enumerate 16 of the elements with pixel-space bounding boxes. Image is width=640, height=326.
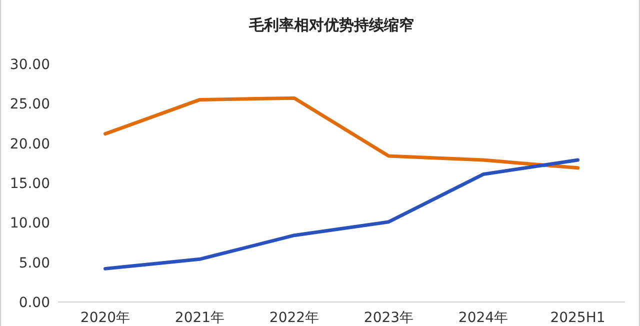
x-tick-label: 2024年 — [458, 310, 508, 326]
y-tick-label: 0.00 — [18, 295, 50, 311]
x-tick-label: 2020年 — [80, 310, 130, 326]
x-tick-label: 2025H1 — [550, 310, 606, 326]
y-tick-label: 30.00 — [10, 57, 50, 73]
y-tick-label: 15.00 — [10, 176, 50, 192]
x-tick-label: 2021年 — [174, 310, 225, 326]
y-tick-label: 5.00 — [18, 255, 50, 272]
line-series — [104, 158, 580, 270]
line-series — [104, 96, 580, 170]
y-tick-label: 25.00 — [10, 96, 50, 113]
x-tick-label: 2023年 — [364, 310, 414, 326]
y-tick-label: 10.00 — [10, 216, 50, 232]
x-tick-label: 2022年 — [269, 310, 320, 326]
y-tick-label: 20.00 — [10, 136, 50, 152]
chart-title: 毛利率相对优势持续缩窄 — [248, 16, 414, 34]
